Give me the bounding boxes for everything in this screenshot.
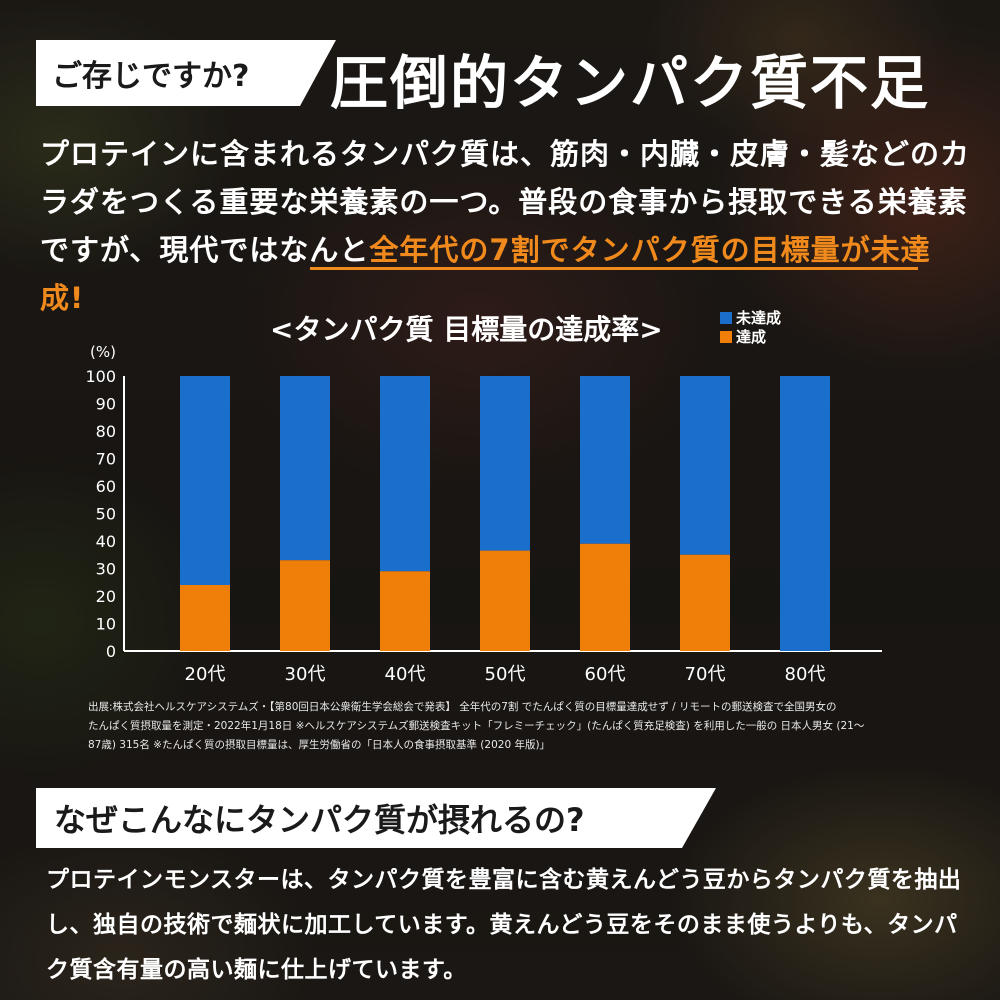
y-tick-label: 50 — [96, 505, 116, 524]
headline: 圧倒的タンパク質不足 — [330, 49, 931, 117]
legend-label-achieved: 達成 — [736, 328, 767, 346]
chart-title: <タンパク質 目標量の達成率> — [270, 313, 663, 346]
y-tick-label: 0 — [106, 642, 116, 661]
highlight-underline — [310, 267, 918, 270]
source-line-1: 出展:株式会社ヘルスケアシステムズ・【第80回日本公衆衛生学会総会で発表】 全年… — [88, 701, 837, 713]
y-tick-label: 40 — [96, 532, 116, 551]
y-tick-label: 60 — [96, 477, 116, 496]
y-tick-label: 70 — [96, 450, 116, 469]
bar-unachieved — [180, 376, 230, 585]
bar-unachieved — [380, 376, 430, 572]
x-tick-label: 50代 — [485, 664, 526, 685]
source-line-2: たんぱく質摂取量を測定・2022年1月18日 ※ヘルスケアシステムズ郵送検査キッ… — [88, 720, 865, 732]
intro-paragraph: プロテインに含まれるタンパク質は、筋肉・内臓・皮膚・髪などのカラダをつくる重要な… — [40, 130, 970, 322]
y-axis-unit: (%) — [90, 343, 116, 361]
bar-chart: (%) 0 10 20 30 40 50 60 70 80 90 100 20代 30代 40代 50代 60代… — [85, 343, 830, 685]
legend-item-unachieved: 未達成 — [720, 308, 781, 327]
bar-achieved — [480, 550, 530, 651]
legend-item-achieved: 達成 — [720, 327, 781, 346]
legend-label-unachieved: 未達成 — [736, 309, 782, 327]
section2-title-box: なぜこんなにタンパク質が摂れるの? — [36, 788, 716, 848]
y-tick-label: 30 — [96, 560, 116, 579]
section2-title: なぜこんなにタンパク質が摂れるの? — [54, 801, 585, 839]
y-tick-label: 90 — [96, 395, 116, 414]
legend-swatch-unachieved — [720, 311, 732, 324]
bar-achieved — [280, 560, 330, 651]
y-tick-label: 20 — [96, 587, 116, 606]
x-tick-label: 70代 — [685, 664, 726, 685]
x-tick-label: 40代 — [385, 664, 426, 685]
source-line-3: 87歳) 315名 ※たんぱく質の摂取目標量は、厚生労働省の「日本人の食事摂取基… — [88, 739, 551, 751]
x-tick-label: 20代 — [185, 664, 226, 685]
bar-unachieved — [680, 376, 730, 555]
bar-unachieved — [580, 376, 630, 544]
section2-body: プロテインモンスターは、タンパク質を豊富に含む黄えんどう豆からタンパク質を抽出し… — [46, 867, 962, 983]
bar-unachieved — [780, 376, 830, 651]
y-tick-label: 10 — [96, 615, 116, 634]
chart-legend: 未達成 達成 — [720, 308, 781, 346]
source-note: 出展:株式会社ヘルスケアシステムズ・【第80回日本公衆衛生学会総会で発表】 全年… — [88, 698, 908, 755]
intro-text: プロテインに含まれるタンパク質は、筋肉・内臓・皮膚・髪などのカラダをつくる重要な… — [40, 137, 971, 267]
y-tick-label: 80 — [96, 422, 116, 441]
header-tag: ご存じですか? — [36, 40, 336, 106]
x-tick-label: 60代 — [585, 664, 626, 685]
bar-unachieved — [480, 376, 530, 551]
header-tag-text: ご存じですか? — [52, 59, 250, 94]
bar-unachieved — [280, 376, 330, 561]
bar-achieved — [380, 571, 430, 651]
bar-achieved — [580, 543, 630, 651]
intro-highlight: 全年代の7割でタンパク質の目標量が未達成! — [40, 233, 931, 315]
y-tick-label: 100 — [85, 367, 116, 386]
bar-achieved — [180, 585, 230, 651]
bar-achieved — [680, 554, 730, 651]
legend-swatch-achieved — [720, 330, 732, 343]
x-tick-label: 30代 — [285, 664, 326, 685]
x-tick-label: 80代 — [785, 664, 826, 685]
